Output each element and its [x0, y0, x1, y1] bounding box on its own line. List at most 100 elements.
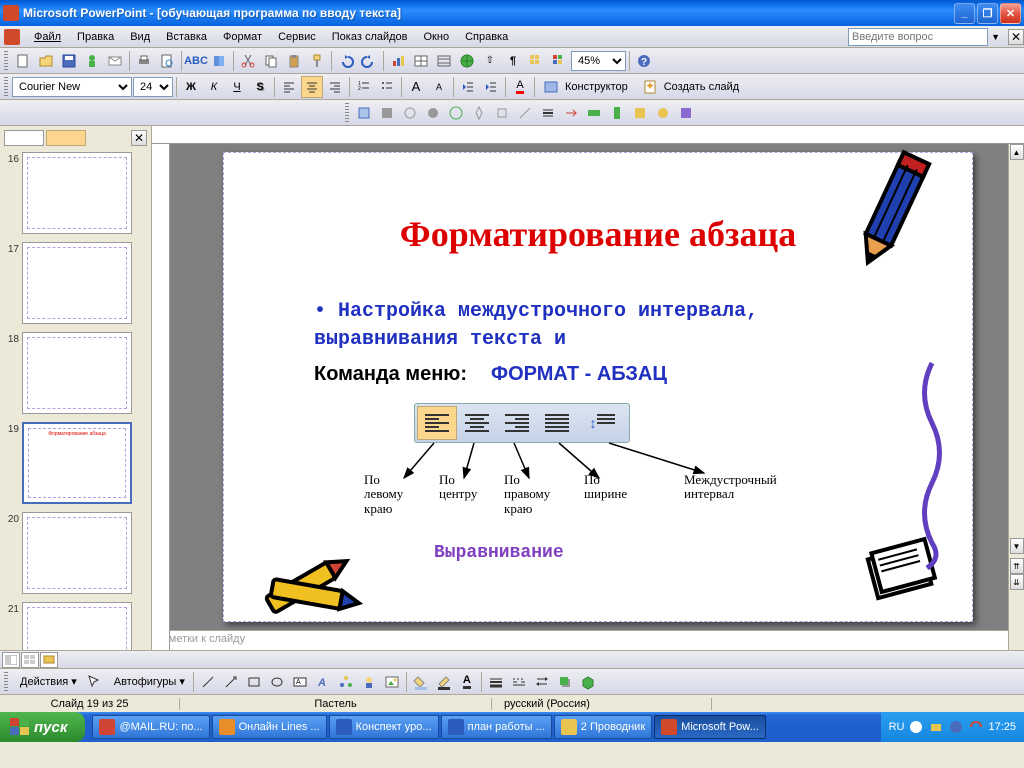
ex-btn-12[interactable] — [606, 102, 628, 124]
thumbnail-17[interactable]: 17 — [4, 242, 147, 324]
slide-bullet-text[interactable]: • Настройка междустрочного интервала, вы… — [314, 298, 912, 354]
shadow-style-button[interactable] — [554, 671, 576, 693]
undo-button[interactable] — [335, 50, 357, 72]
chart-button[interactable] — [387, 50, 409, 72]
menu-window[interactable]: Окно — [416, 29, 458, 45]
menu-tools[interactable]: Сервис — [270, 29, 324, 45]
thumbnail-18[interactable]: 18 — [4, 332, 147, 414]
ex-btn-15[interactable] — [675, 102, 697, 124]
close-panel-button[interactable]: ✕ — [131, 130, 147, 146]
align-center-button[interactable] — [301, 76, 323, 98]
arrow-button[interactable] — [220, 671, 242, 693]
system-tray[interactable]: RU 17:25 — [881, 712, 1024, 742]
tray-clock[interactable]: 17:25 — [988, 721, 1016, 733]
thumbnail-16[interactable]: 16 — [4, 152, 147, 234]
taskbar-item-1[interactable]: Онлайн Lines ... — [212, 715, 327, 739]
thumbnail-19[interactable]: 19Форматирование абзаца — [4, 422, 147, 504]
ex-btn-11[interactable] — [583, 102, 605, 124]
menu-file[interactable]: Файл — [26, 29, 69, 45]
line-style-button[interactable] — [485, 671, 507, 693]
font-color-button-2[interactable]: A — [456, 671, 478, 693]
current-slide[interactable]: Форматирование абзаца • Настройка междус… — [223, 152, 973, 622]
ex-btn-9[interactable] — [537, 102, 559, 124]
underline-button[interactable]: Ч — [226, 76, 248, 98]
toolbar-grip[interactable] — [4, 77, 8, 97]
select-objects-button[interactable] — [83, 671, 105, 693]
tray-icon-3[interactable] — [948, 719, 964, 735]
vertical-scrollbar[interactable]: ▲ ▼ ⇈ ⇊ — [1008, 144, 1024, 650]
line-button[interactable] — [197, 671, 219, 693]
redo-button[interactable] — [358, 50, 380, 72]
menu-insert[interactable]: Вставка — [158, 29, 215, 45]
toolbar-grip[interactable] — [345, 103, 349, 123]
help-search[interactable]: ▼ — [848, 28, 1000, 46]
grid-button[interactable] — [525, 50, 547, 72]
print-button[interactable] — [133, 50, 155, 72]
mdi-close-button[interactable]: ✕ — [1008, 29, 1024, 45]
prev-slide-button[interactable]: ⇈ — [1010, 558, 1024, 574]
bold-button[interactable]: Ж — [180, 76, 202, 98]
notes-pane[interactable]: Заметки к слайду — [152, 630, 1024, 650]
ex-btn-7[interactable] — [491, 102, 513, 124]
ex-btn-3[interactable] — [399, 102, 421, 124]
increase-font-button[interactable]: A — [405, 76, 427, 98]
cut-button[interactable] — [237, 50, 259, 72]
vertical-ruler[interactable] — [152, 144, 170, 650]
font-color-button[interactable]: A — [509, 76, 531, 98]
bullets-button[interactable] — [376, 76, 398, 98]
table-button[interactable] — [410, 50, 432, 72]
toolbar-grip[interactable] — [4, 672, 8, 692]
ex-btn-2[interactable] — [376, 102, 398, 124]
ex-btn-5[interactable] — [445, 102, 467, 124]
maximize-button[interactable]: ❐ — [977, 3, 998, 24]
show-formatting-button[interactable]: ¶ — [502, 50, 524, 72]
arrow-style-button[interactable] — [531, 671, 553, 693]
ex-btn-8[interactable] — [514, 102, 536, 124]
slide-viewport[interactable]: Форматирование абзаца • Настройка междус… — [152, 144, 1024, 630]
3d-style-button[interactable] — [577, 671, 599, 693]
save-button[interactable] — [58, 50, 80, 72]
zoom-combo[interactable]: 45% — [571, 51, 626, 71]
expand-button[interactable]: ⇧ — [479, 50, 501, 72]
permission-button[interactable] — [81, 50, 103, 72]
help-input[interactable] — [848, 28, 988, 46]
slideshow-button[interactable] — [40, 652, 58, 668]
menu-format[interactable]: Формат — [215, 29, 270, 45]
fill-color-button[interactable] — [410, 671, 432, 693]
ex-btn-1[interactable] — [353, 102, 375, 124]
tray-icon-1[interactable] — [908, 719, 924, 735]
outline-tab[interactable] — [4, 130, 44, 146]
draw-actions-button[interactable]: Действия ▾ — [12, 671, 82, 693]
normal-view-button[interactable] — [2, 652, 20, 668]
menu-help[interactable]: Справка — [457, 29, 516, 45]
taskbar-item-3[interactable]: план работы ... — [441, 715, 552, 739]
help-button[interactable]: ? — [633, 50, 655, 72]
toolbar-grip[interactable] — [4, 51, 8, 71]
thumbnail-20[interactable]: 20 — [4, 512, 147, 594]
paste-button[interactable] — [283, 50, 305, 72]
taskbar-item-4[interactable]: 2 Проводник — [554, 715, 652, 739]
align-left-button[interactable] — [278, 76, 300, 98]
copy-button[interactable] — [260, 50, 282, 72]
tray-icon-2[interactable] — [928, 719, 944, 735]
align-right-button[interactable] — [324, 76, 346, 98]
numbering-button[interactable]: 12 — [353, 76, 375, 98]
autoshapes-button[interactable]: Автофигуры ▾ — [106, 671, 190, 693]
fontsize-combo[interactable]: 24 — [133, 77, 173, 97]
dash-style-button[interactable] — [508, 671, 530, 693]
taskbar-item-0[interactable]: @MAIL.RU: по... — [92, 715, 209, 739]
taskbar-item-5[interactable]: Microsoft Pow... — [654, 715, 766, 739]
ex-btn-6[interactable] — [468, 102, 490, 124]
decrease-font-button[interactable]: A — [428, 76, 450, 98]
research-button[interactable] — [208, 50, 230, 72]
open-button[interactable] — [35, 50, 57, 72]
taskbar-item-2[interactable]: Конспект уро... — [329, 715, 439, 739]
color-button[interactable] — [548, 50, 570, 72]
spelling-button[interactable]: ABC — [185, 50, 207, 72]
ex-btn-14[interactable] — [652, 102, 674, 124]
minimize-button[interactable]: _ — [954, 3, 975, 24]
thumbnail-21[interactable]: 21 — [4, 602, 147, 650]
ex-btn-4[interactable] — [422, 102, 444, 124]
rectangle-button[interactable] — [243, 671, 265, 693]
increase-indent-button[interactable] — [480, 76, 502, 98]
